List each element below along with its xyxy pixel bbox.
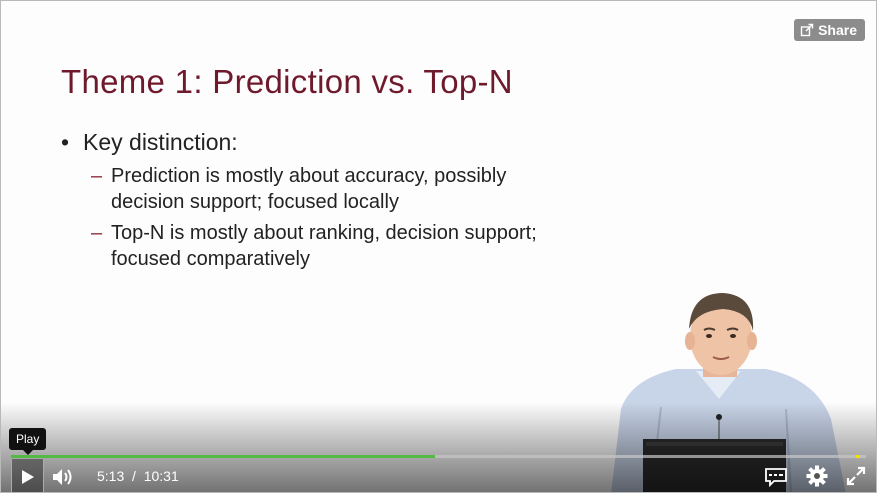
share-button[interactable]: Share (794, 19, 865, 41)
fullscreen-icon[interactable] (846, 466, 866, 486)
current-time: 5:13 (97, 468, 125, 484)
gear-icon[interactable] (806, 465, 828, 487)
duration: 10:31 (143, 468, 179, 484)
progress-bar[interactable] (11, 455, 866, 458)
subpoint-line: focused comparatively (111, 248, 310, 270)
progress-marker (856, 455, 860, 458)
bullet-dot: • (61, 129, 70, 155)
subpoint-line: decision support; focused locally (111, 191, 399, 213)
controls-gradient (1, 402, 876, 492)
time-separator: / (132, 468, 136, 484)
captions-icon[interactable] (764, 467, 788, 487)
play-button[interactable] (11, 459, 44, 492)
play-icon (21, 469, 34, 484)
share-icon (800, 23, 814, 37)
subpoint-dash: – (91, 165, 103, 187)
progress-fill (11, 455, 436, 458)
slide-subpoint: – Prediction is mostly about accuracy, p… (91, 163, 506, 215)
bullet-text: Key distinction: (83, 129, 238, 155)
volume-icon[interactable] (51, 466, 75, 488)
player-controls: 5:13 / 10:31 (1, 459, 876, 492)
share-label: Share (818, 22, 857, 38)
subpoint-dash: – (91, 222, 103, 244)
subpoint-line: Prediction is mostly about accuracy, pos… (111, 165, 507, 187)
time-display: 5:13 / 10:31 (97, 468, 179, 484)
slide-subpoint: – Top-N is mostly about ranking, decisio… (91, 220, 537, 272)
subpoint-line: Top-N is mostly about ranking, decision … (111, 222, 537, 244)
slide-bullet: • Key distinction: (61, 129, 238, 156)
play-tooltip: Play (9, 428, 47, 455)
slide-title: Theme 1: Prediction vs. Top-N (61, 63, 513, 100)
